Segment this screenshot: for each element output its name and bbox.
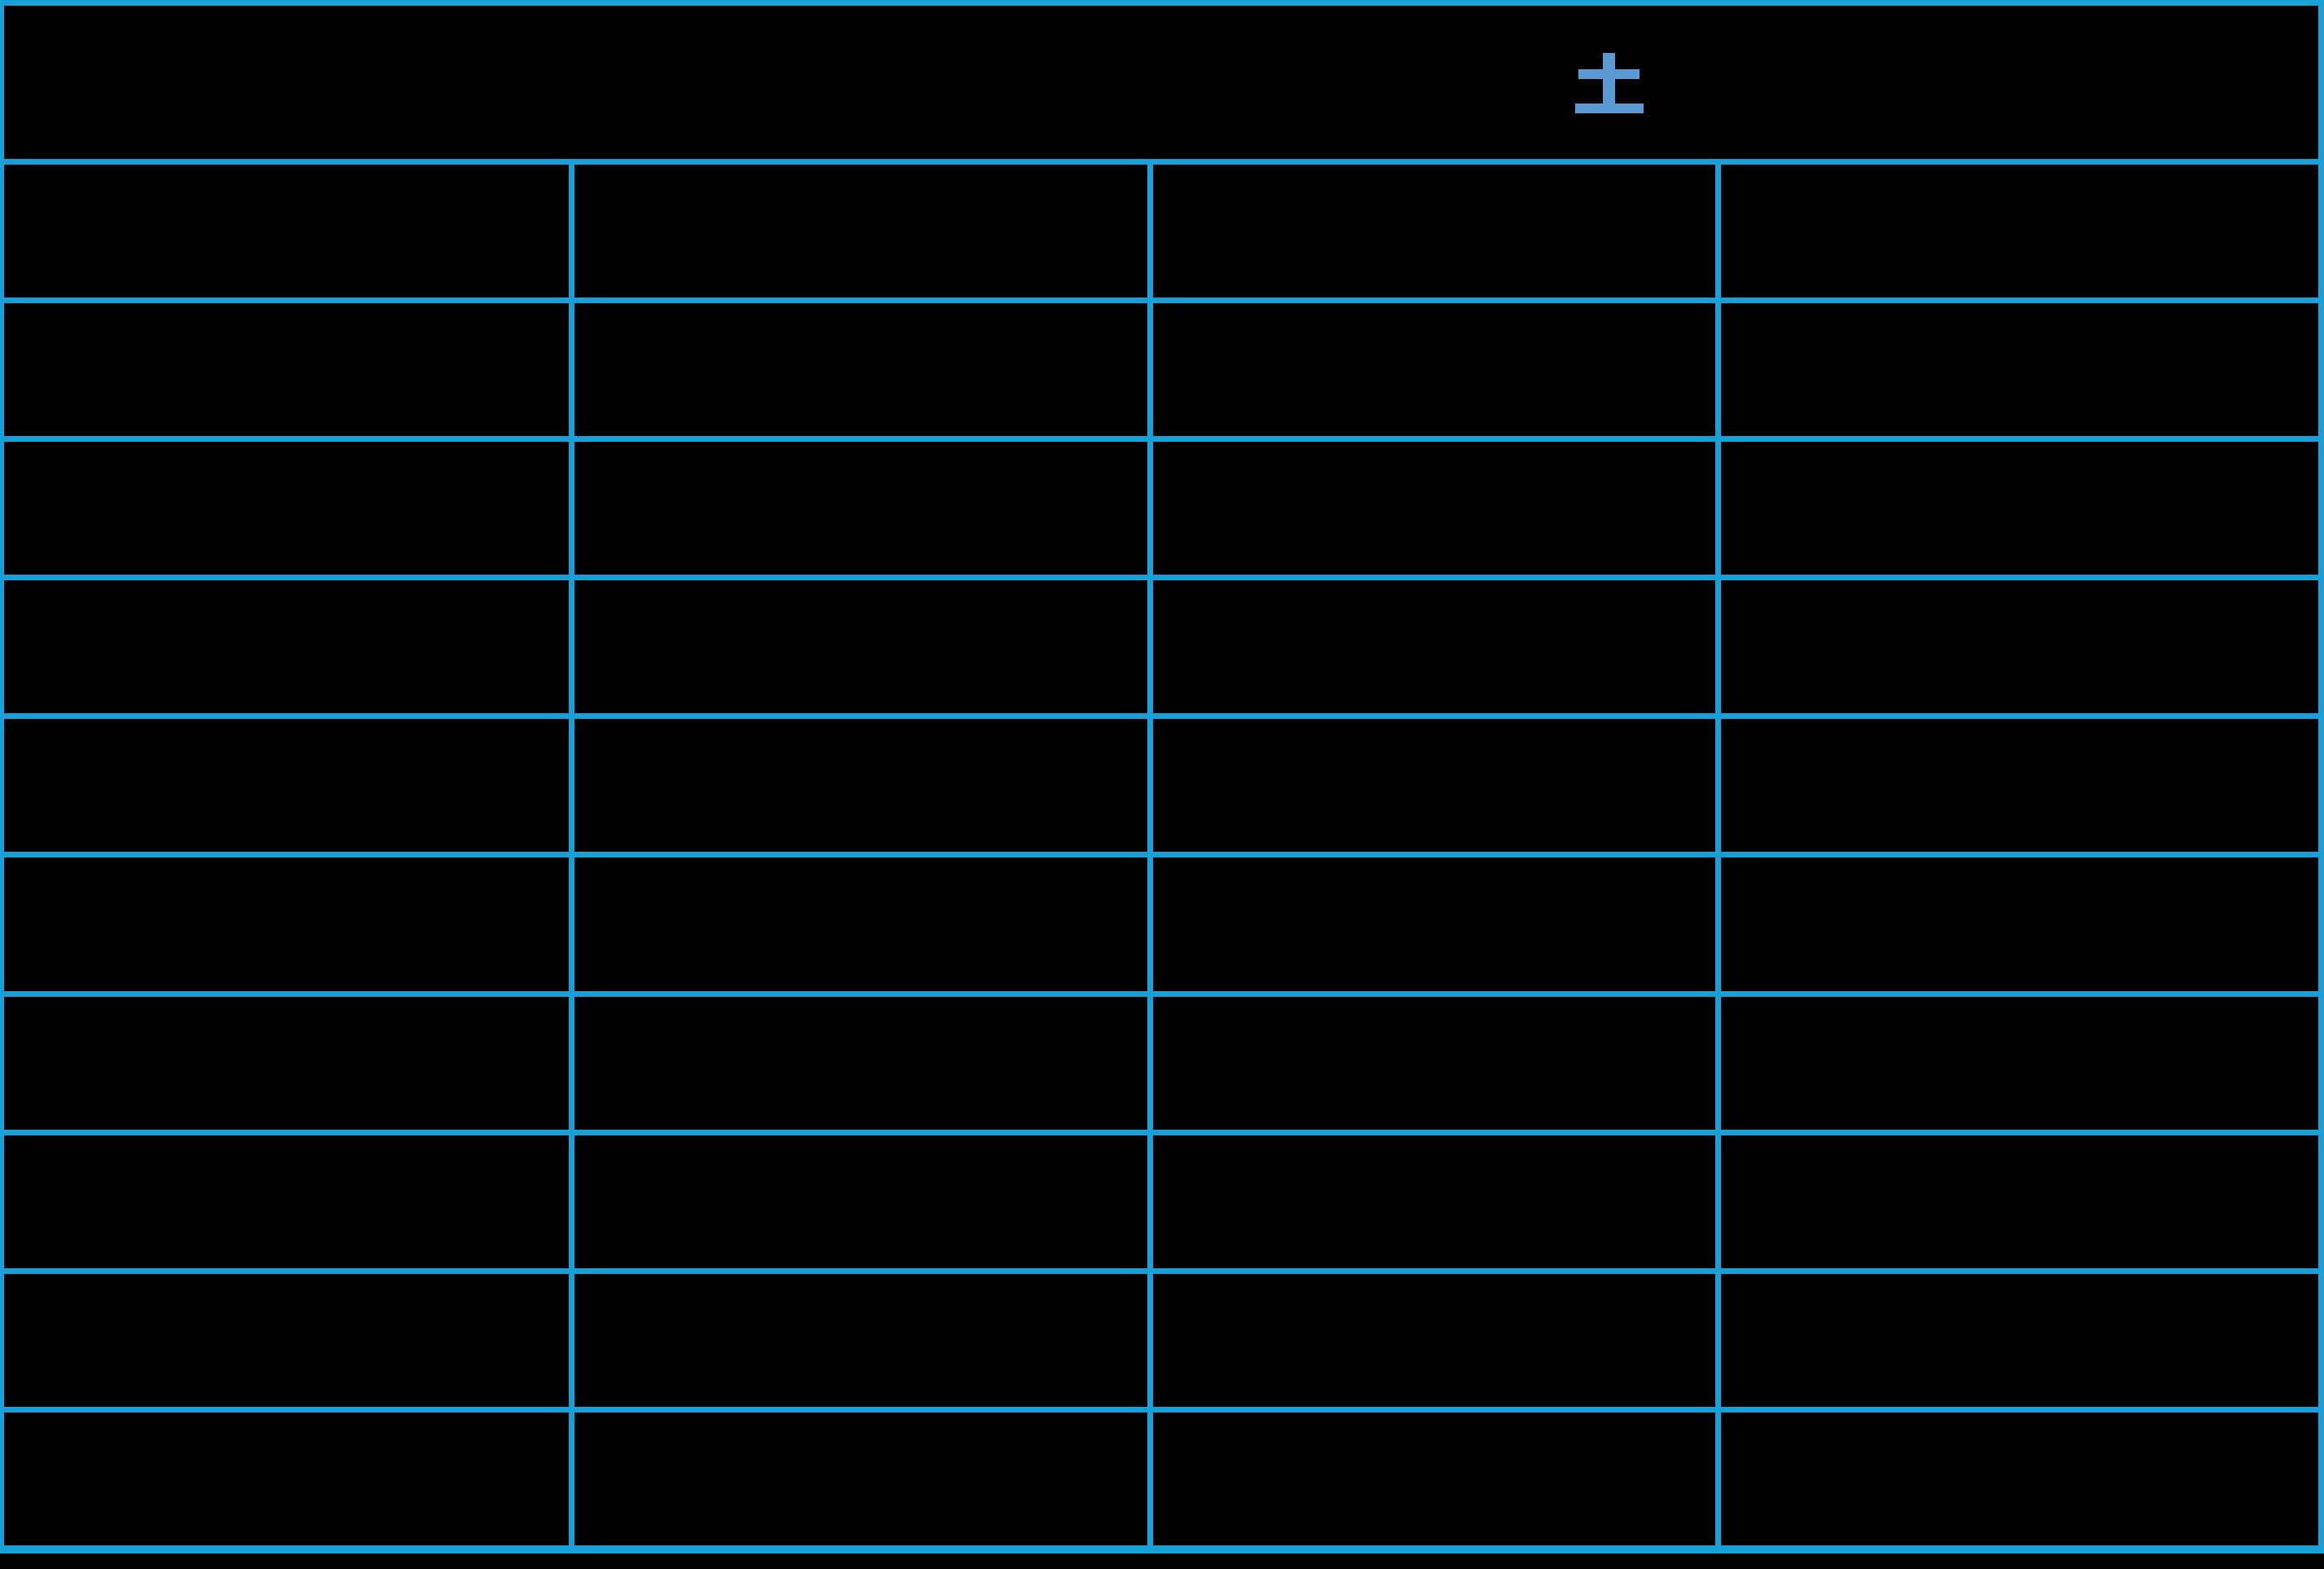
table-cell — [4, 719, 569, 852]
table-cell — [4, 442, 569, 575]
table-body — [4, 165, 2318, 1545]
table-row — [4, 990, 2318, 1130]
table-cell — [4, 580, 569, 713]
table-cell — [4, 165, 569, 297]
table-cell — [568, 857, 1147, 991]
table-cell — [568, 719, 1147, 853]
table-cell — [1147, 442, 1715, 575]
table-row — [4, 436, 2318, 575]
table-cell — [1147, 1135, 1715, 1268]
table-cell — [1715, 1412, 2318, 1545]
table-cell — [4, 303, 569, 436]
table-row — [4, 713, 2318, 853]
table-row — [4, 1267, 2318, 1407]
table-row — [4, 1406, 2318, 1545]
table-row — [4, 165, 2318, 298]
table-row — [4, 852, 2318, 991]
table-cell — [4, 1135, 569, 1268]
table-cell — [568, 1412, 1147, 1545]
table-cell — [1715, 1135, 2318, 1268]
table-cell — [1715, 996, 2318, 1130]
table-cell — [568, 580, 1147, 714]
saturday-day-label: 土 — [1575, 53, 1644, 113]
table-cell — [1715, 580, 2318, 714]
table-header-row: 土 — [4, 6, 2318, 165]
saturday-kanji-icon — [1575, 53, 1644, 113]
table-cell — [1147, 1412, 1715, 1545]
table-cell — [1715, 719, 2318, 853]
table-cell — [1715, 1273, 2318, 1407]
table-row — [4, 1129, 2318, 1268]
table-row — [4, 297, 2318, 437]
table-cell — [1147, 165, 1715, 298]
table-cell — [1715, 857, 2318, 991]
table-cell — [568, 1273, 1147, 1407]
table-cell — [4, 1274, 569, 1407]
table-cell — [4, 1413, 569, 1545]
table-cell — [568, 165, 1147, 298]
table-cell — [1147, 996, 1715, 1130]
table-cell — [1715, 165, 2318, 298]
table-cell — [568, 303, 1147, 437]
table-row — [4, 575, 2318, 714]
table-cell — [1147, 1273, 1715, 1407]
table-cell — [1147, 580, 1715, 714]
table-cell — [568, 442, 1147, 575]
table-cell — [1147, 719, 1715, 853]
table-cell — [4, 857, 569, 990]
table-cell — [4, 997, 569, 1130]
table-cell — [1147, 857, 1715, 991]
table-cell — [568, 1135, 1147, 1268]
table-cell — [1715, 303, 2318, 437]
table-cell — [1715, 442, 2318, 575]
table-cell — [568, 996, 1147, 1130]
table-cell — [1147, 303, 1715, 437]
